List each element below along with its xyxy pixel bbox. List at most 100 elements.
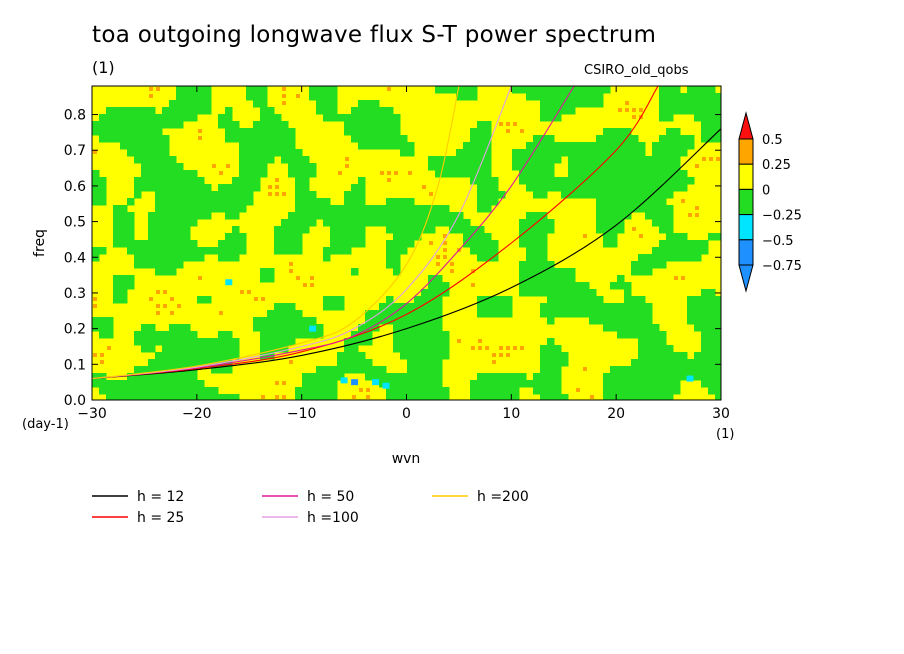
field-cell bbox=[435, 282, 443, 290]
field-cell bbox=[386, 303, 394, 311]
field-cell bbox=[323, 380, 331, 388]
field-cell bbox=[533, 373, 541, 381]
field-cell bbox=[198, 276, 202, 280]
field-cell bbox=[526, 184, 534, 192]
field-cell bbox=[610, 205, 618, 213]
field-cell bbox=[715, 366, 721, 374]
field-cell bbox=[589, 303, 597, 311]
field-cell bbox=[177, 304, 181, 308]
field-cell bbox=[624, 387, 632, 395]
field-cell bbox=[295, 240, 303, 248]
field-cell bbox=[456, 93, 464, 101]
field-cell bbox=[337, 296, 345, 304]
field-cell bbox=[526, 170, 534, 178]
field-cell bbox=[631, 191, 639, 199]
field-cell bbox=[638, 142, 646, 150]
field-cell bbox=[526, 233, 534, 241]
field-cell bbox=[302, 170, 310, 178]
field-cell bbox=[92, 247, 100, 255]
field-cell bbox=[512, 86, 520, 94]
field-cell bbox=[526, 219, 534, 227]
field-cell bbox=[526, 212, 534, 220]
field-cell bbox=[393, 338, 401, 346]
field-cell bbox=[190, 352, 198, 360]
colorbar-label: −0.5 bbox=[762, 234, 794, 249]
field-cell bbox=[631, 303, 639, 311]
field-cell bbox=[701, 100, 709, 108]
field-cell bbox=[533, 282, 541, 290]
field-cell bbox=[435, 352, 443, 360]
field-cell bbox=[400, 387, 408, 395]
field-cell bbox=[183, 387, 191, 395]
field-cell bbox=[302, 219, 310, 227]
field-cell bbox=[366, 388, 370, 392]
field-cell bbox=[680, 170, 688, 178]
field-cell bbox=[141, 149, 149, 157]
field-cell bbox=[428, 289, 436, 297]
field-cell bbox=[274, 121, 282, 129]
field-cell bbox=[197, 387, 205, 395]
field-cell bbox=[134, 121, 142, 129]
field-cell bbox=[316, 93, 324, 101]
series-line bbox=[92, 128, 721, 380]
field-cell bbox=[477, 394, 485, 400]
field-cell bbox=[435, 317, 443, 325]
field-cell bbox=[631, 366, 639, 374]
field-cell bbox=[701, 373, 709, 381]
field-cell bbox=[687, 107, 695, 115]
field-cell bbox=[631, 380, 639, 388]
field-cell bbox=[176, 240, 184, 248]
field-cell bbox=[638, 394, 646, 400]
field-cell bbox=[694, 352, 702, 360]
field-cell bbox=[701, 107, 709, 115]
field-cell bbox=[351, 366, 359, 374]
field-cell bbox=[393, 373, 401, 381]
field-cell bbox=[603, 191, 611, 199]
field-cell bbox=[393, 219, 401, 227]
field-cell bbox=[310, 283, 314, 287]
field-cell bbox=[533, 254, 541, 262]
field-cell bbox=[302, 205, 310, 213]
field-cell bbox=[232, 121, 240, 129]
field-cell bbox=[673, 233, 681, 241]
field-cell bbox=[289, 262, 293, 266]
field-cell bbox=[596, 86, 604, 94]
field-cell bbox=[568, 163, 576, 171]
field-cell bbox=[617, 156, 625, 164]
field-cell bbox=[288, 303, 296, 311]
field-cell bbox=[162, 177, 170, 185]
field-cell bbox=[422, 185, 426, 189]
field-cell bbox=[414, 380, 422, 388]
field-cell bbox=[218, 205, 226, 213]
field-cell bbox=[708, 324, 716, 332]
field-cell bbox=[337, 240, 345, 248]
field-cell bbox=[547, 142, 555, 150]
field-cell bbox=[148, 240, 156, 248]
field-cell bbox=[442, 352, 450, 360]
field-cell bbox=[407, 310, 415, 318]
field-cell bbox=[484, 240, 492, 248]
field-cell bbox=[386, 142, 394, 150]
field-cell bbox=[477, 296, 485, 304]
field-cell bbox=[582, 170, 590, 178]
field-cell bbox=[281, 247, 289, 255]
field-cell bbox=[575, 163, 583, 171]
field-cell bbox=[533, 163, 541, 171]
field-cell bbox=[708, 310, 716, 318]
legend-label: h = 12 bbox=[137, 489, 184, 505]
field-cell bbox=[554, 156, 562, 164]
field-cell bbox=[282, 395, 286, 399]
field-cell bbox=[547, 338, 555, 346]
field-cell bbox=[148, 247, 156, 255]
field-cell bbox=[127, 114, 135, 122]
field-cell bbox=[484, 163, 492, 171]
field-cell bbox=[351, 240, 359, 248]
field-cell bbox=[393, 247, 401, 255]
field-cell bbox=[435, 373, 443, 381]
field-cell bbox=[695, 213, 699, 217]
field-cell bbox=[687, 247, 695, 255]
field-cell bbox=[575, 177, 583, 185]
field-cell bbox=[631, 135, 639, 143]
field-cell bbox=[470, 226, 478, 234]
field-cell bbox=[617, 331, 625, 339]
